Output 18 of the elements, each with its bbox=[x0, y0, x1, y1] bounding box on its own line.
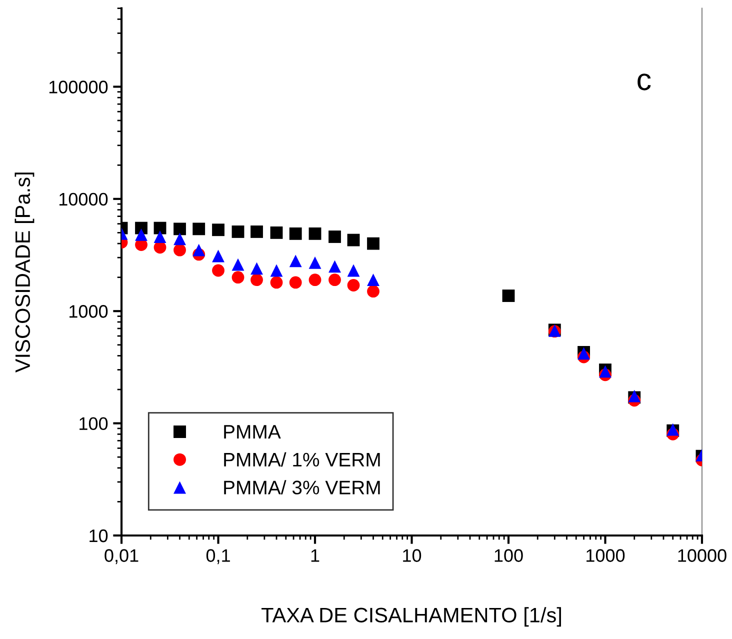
legend-label: PMMA/ 3% VERM bbox=[224, 480, 380, 494]
x-tick-label: 1000 bbox=[586, 549, 625, 562]
legend-label: PMMA/ 1% VERM bbox=[224, 452, 380, 467]
x-tick-label: 0,1 bbox=[206, 549, 230, 564]
x-tick-label: 100 bbox=[494, 549, 523, 562]
x-tick-label: 1 bbox=[311, 549, 320, 562]
x-axis-title: TAXA DE CISALHAMENTO [1/s] bbox=[262, 607, 561, 627]
x-tick-label: 0,01 bbox=[104, 549, 138, 564]
y-tick-label: 100000 bbox=[49, 80, 108, 94]
y-tick-label: 1000 bbox=[70, 305, 108, 318]
annotation: c bbox=[638, 74, 651, 90]
legend-label: PMMA bbox=[224, 425, 281, 439]
x-tick-label: 10000 bbox=[678, 549, 726, 562]
y-tick-label: 10000 bbox=[59, 192, 108, 206]
y-tick-label: 10 bbox=[90, 529, 108, 542]
x-tick-label: 10 bbox=[403, 549, 422, 562]
y-tick-label: 100 bbox=[80, 417, 108, 430]
y-axis-title: VISCOSIDADE [Pa.s] bbox=[14, 172, 34, 373]
